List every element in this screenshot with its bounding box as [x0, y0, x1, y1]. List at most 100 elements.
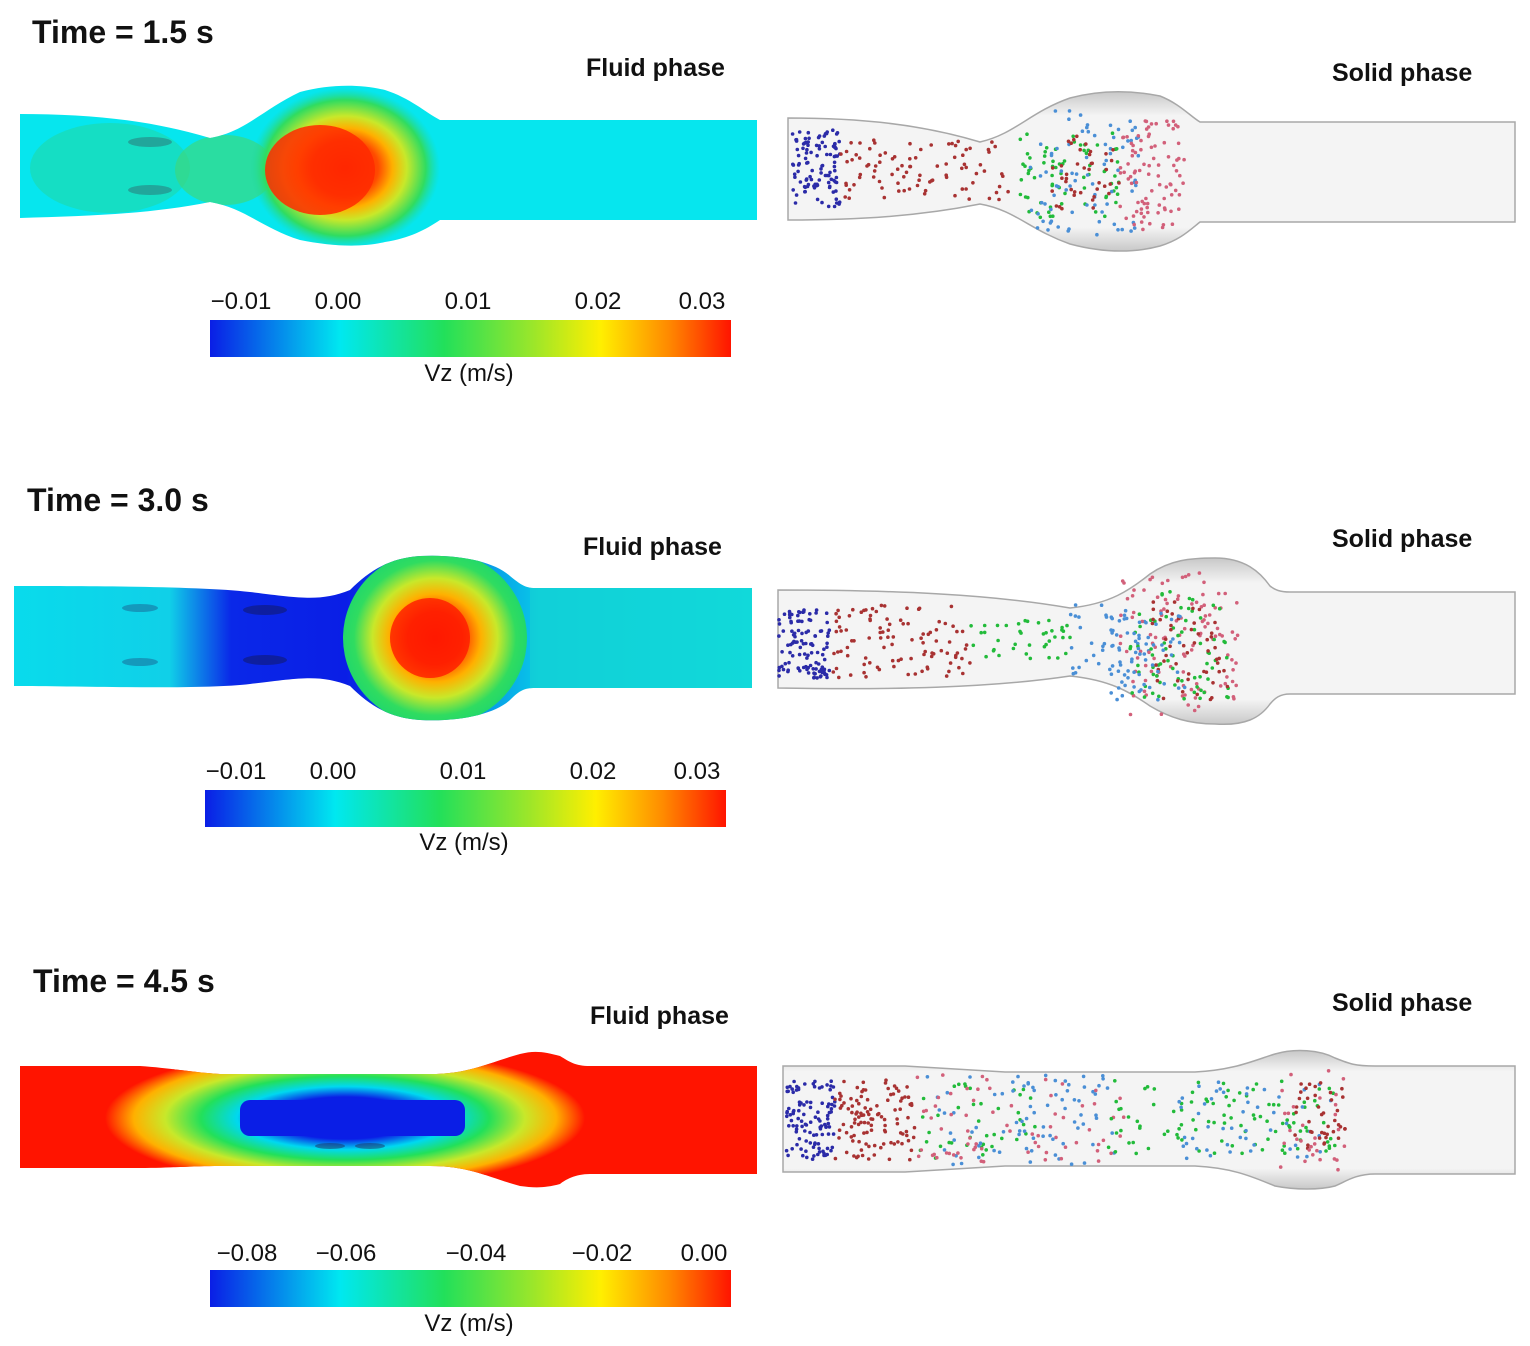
particle-lightblue [1133, 650, 1138, 655]
particle-blue [825, 645, 829, 649]
particle-pink [1130, 148, 1135, 153]
particle-red [875, 665, 880, 670]
particle-pink [1189, 687, 1194, 692]
particle-red [852, 639, 856, 643]
particle-lightblue [1079, 1113, 1083, 1117]
particle-green [1027, 168, 1031, 173]
particle-blue [833, 168, 837, 173]
particle-blue [780, 650, 784, 654]
particle-red [1169, 627, 1173, 632]
particle-blue [808, 1141, 813, 1145]
particle-pink [1130, 153, 1135, 158]
particle-green [1026, 171, 1031, 176]
colorbar-3-tick-1: −0.06 [315, 1240, 377, 1267]
particle-blue [820, 140, 825, 145]
particle-red [834, 619, 839, 624]
particle-red [920, 669, 924, 674]
particle-lightblue [1117, 619, 1122, 623]
particle-green [1168, 590, 1172, 594]
particle-green [1251, 1087, 1255, 1092]
particle-green [1000, 1136, 1004, 1141]
particle-red [1089, 161, 1094, 166]
particle-red [895, 167, 900, 171]
particle-green [1043, 150, 1047, 154]
particle-green [1113, 1079, 1117, 1083]
particle-pink [1156, 174, 1161, 178]
particle-green [1023, 164, 1027, 168]
particle-lightblue [1246, 1100, 1250, 1105]
particle-red [1069, 187, 1073, 192]
particle-green [1179, 1123, 1184, 1127]
particle-lightblue [1216, 1080, 1221, 1084]
particle-green [1038, 215, 1043, 220]
particle-red [962, 162, 967, 167]
particle-red [961, 153, 965, 157]
particle-blue [799, 1101, 803, 1105]
particle-pink [1148, 632, 1153, 637]
particle-lightblue [1241, 1110, 1245, 1114]
particle-lightblue [1295, 1155, 1300, 1159]
particle-red [906, 1095, 911, 1099]
particle-pink [1175, 597, 1180, 601]
particle-lightblue [1011, 1080, 1015, 1084]
particle-green [1023, 618, 1027, 623]
particle-green [992, 1132, 996, 1137]
particle-pink [1300, 1123, 1305, 1128]
particle-pink [1044, 1150, 1049, 1155]
particle-red [928, 630, 933, 635]
particle-pink [1118, 1134, 1122, 1138]
particle-lightblue [1123, 608, 1128, 613]
particle-pink [1139, 147, 1143, 152]
particle-blue [813, 182, 817, 187]
particle-red [859, 1094, 864, 1099]
particle-blue [806, 160, 810, 165]
particle-green [1130, 691, 1134, 695]
particle-blue [789, 642, 793, 647]
particle-blue [805, 147, 809, 152]
particle-green [1114, 1131, 1119, 1135]
particle-pink [1118, 1096, 1122, 1101]
particle-green [1283, 1151, 1287, 1155]
particle-blue [801, 642, 806, 646]
particle-lightblue [1020, 1119, 1024, 1124]
particle-lightblue [1102, 641, 1107, 646]
particle-lightblue [1169, 617, 1174, 622]
particle-pink [1171, 126, 1175, 131]
particle-lightblue [1142, 652, 1147, 656]
particle-red [1324, 1135, 1328, 1140]
particle-lightblue [1102, 162, 1107, 167]
particle-lightblue [1072, 1098, 1077, 1102]
particle-red [847, 614, 852, 618]
particle-pink [1160, 225, 1165, 230]
particle-lightblue [1029, 208, 1034, 213]
particle-green [1110, 131, 1115, 135]
particle-lightblue [1126, 676, 1130, 680]
particle-red [844, 1130, 849, 1135]
particle-red [960, 629, 965, 634]
particle-red [854, 1112, 858, 1116]
particle-red [860, 1153, 865, 1158]
particle-red [852, 1133, 856, 1138]
particle-red [874, 609, 879, 614]
particle-blue [790, 132, 795, 136]
particle-pink [1194, 682, 1199, 686]
particle-pink [1118, 641, 1123, 646]
particle-blue [834, 132, 839, 136]
particle-pink [1128, 712, 1133, 717]
particle-blue [787, 609, 792, 614]
particle-blue [829, 177, 834, 182]
particle-blue [806, 130, 811, 135]
particle-pink [1230, 630, 1235, 634]
particle-red [878, 630, 882, 635]
particle-pink [1182, 626, 1187, 631]
particle-green [1267, 1102, 1271, 1107]
particle-pink [1341, 1077, 1346, 1081]
particle-pink [1149, 669, 1154, 674]
particle-red [1075, 162, 1080, 166]
particle-red [1095, 187, 1099, 191]
particle-red [896, 658, 901, 663]
particle-blue [786, 643, 790, 647]
particle-lightblue [1132, 631, 1136, 636]
particle-red [905, 1133, 909, 1138]
particle-lightblue [1137, 636, 1141, 641]
